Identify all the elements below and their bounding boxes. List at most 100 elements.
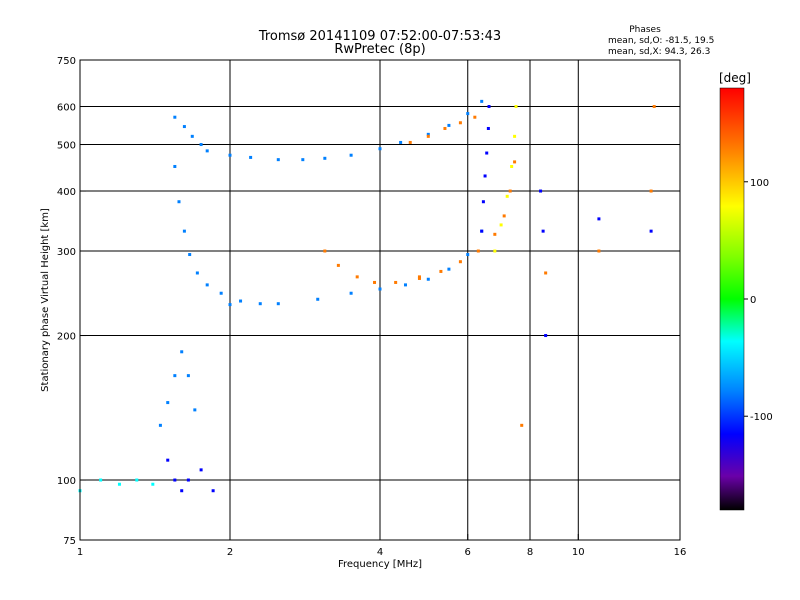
echo-point bbox=[399, 140, 403, 144]
echo-point bbox=[182, 125, 186, 129]
echo-point bbox=[473, 115, 477, 119]
echo-point bbox=[190, 134, 194, 138]
y-tick-label: 75 bbox=[63, 536, 76, 547]
echo-point bbox=[439, 269, 443, 273]
echo-point bbox=[228, 153, 232, 157]
echo-point bbox=[544, 334, 548, 338]
chart-subtitle: RwPretec (8p) bbox=[334, 42, 425, 57]
x-axis-label: Frequency [MHz] bbox=[338, 559, 422, 570]
echo-point bbox=[447, 123, 451, 127]
y-axis: 75 100 200 300 400 500 600 750 bbox=[57, 56, 86, 547]
stats-header: Phases bbox=[629, 25, 661, 35]
echo-point bbox=[349, 291, 353, 295]
y-tick-label: 400 bbox=[57, 187, 76, 198]
echo-point bbox=[499, 223, 503, 227]
echo-point bbox=[177, 200, 181, 204]
echo-point bbox=[487, 105, 491, 109]
y-tick-label: 200 bbox=[57, 332, 76, 343]
echo-point bbox=[447, 267, 451, 271]
echo-point bbox=[505, 194, 509, 198]
echo-point bbox=[186, 374, 190, 378]
echo-point bbox=[649, 229, 653, 233]
echo-point bbox=[186, 478, 190, 482]
plot-grid bbox=[80, 60, 680, 540]
colorbar-ticks: 100 0 -100 bbox=[744, 178, 773, 423]
echo-point bbox=[426, 134, 430, 138]
echo-point bbox=[378, 147, 382, 151]
y-tick-label: 300 bbox=[57, 247, 76, 258]
y-axis-label: Stationary phase Virtual Height [km] bbox=[40, 208, 51, 392]
echo-point bbox=[249, 155, 253, 159]
echo-point bbox=[205, 149, 209, 153]
echo-point bbox=[378, 287, 382, 291]
y-tick-label: 600 bbox=[57, 103, 76, 114]
x-tick-label: 8 bbox=[527, 547, 533, 558]
echo-point bbox=[323, 156, 327, 160]
echo-point bbox=[323, 249, 327, 253]
echo-point bbox=[301, 158, 305, 162]
echo-point bbox=[466, 112, 470, 116]
echo-point bbox=[205, 283, 209, 287]
echo-point bbox=[394, 280, 398, 284]
echo-point bbox=[539, 189, 543, 193]
echo-point bbox=[228, 303, 232, 307]
echo-point bbox=[193, 408, 197, 412]
x-tick-label: 10 bbox=[572, 547, 585, 558]
x-tick-label: 6 bbox=[465, 547, 471, 558]
y-tick-label: 750 bbox=[57, 56, 76, 67]
echo-point bbox=[276, 302, 280, 306]
echo-point bbox=[135, 478, 139, 482]
echo-point bbox=[514, 105, 518, 109]
echo-point bbox=[597, 249, 601, 253]
echo-point bbox=[513, 134, 517, 138]
stats-o: mean, sd,O: -81.5, 19.5 bbox=[608, 36, 714, 46]
x-tick-label: 16 bbox=[674, 547, 687, 558]
y-tick-label: 100 bbox=[57, 476, 76, 487]
echo-point bbox=[173, 374, 177, 378]
echo-point bbox=[408, 140, 412, 144]
echo-point bbox=[173, 115, 177, 119]
echo-point bbox=[403, 283, 407, 287]
colorbar-tick-label: 0 bbox=[750, 295, 756, 306]
colorbar-tick-label: 100 bbox=[750, 178, 769, 189]
echo-point bbox=[258, 302, 262, 306]
echo-point bbox=[417, 276, 421, 280]
echo-point bbox=[239, 299, 243, 303]
colorbar-tick-label: -100 bbox=[750, 412, 773, 423]
echo-point bbox=[99, 478, 103, 482]
echo-point bbox=[180, 350, 184, 354]
echo-point bbox=[195, 271, 199, 275]
echo-point bbox=[151, 482, 155, 486]
echo-point bbox=[541, 229, 545, 233]
echo-point bbox=[486, 126, 490, 130]
chart-title: Tromsø 20141109 07:52:00-07:53:43 bbox=[258, 29, 501, 44]
x-tick-label: 4 bbox=[377, 547, 383, 558]
echo-point bbox=[373, 280, 377, 284]
echo-point bbox=[188, 253, 192, 257]
colorbar bbox=[719, 87, 745, 511]
x-axis: 1 2 4 6 8 10 16 bbox=[77, 534, 687, 558]
echo-point bbox=[117, 482, 121, 486]
echo-point bbox=[173, 164, 177, 168]
echo-point bbox=[219, 291, 223, 295]
echo-point bbox=[513, 160, 517, 164]
echo-point bbox=[199, 143, 203, 147]
echo-point bbox=[355, 275, 359, 279]
echo-point bbox=[597, 217, 601, 221]
echo-point bbox=[649, 189, 653, 193]
echo-point bbox=[349, 153, 353, 157]
x-tick-label: 2 bbox=[227, 547, 233, 558]
echo-point bbox=[502, 214, 506, 218]
echo-point bbox=[173, 478, 177, 482]
echo-point bbox=[458, 121, 462, 125]
echo-point bbox=[158, 423, 162, 427]
echo-point bbox=[166, 401, 170, 405]
echo-point bbox=[510, 164, 514, 168]
echo-point bbox=[426, 132, 430, 136]
x-tick-label: 1 bbox=[77, 547, 83, 558]
echo-point bbox=[466, 253, 470, 257]
echo-point bbox=[508, 189, 512, 193]
echo-point bbox=[481, 200, 485, 204]
echo-point bbox=[443, 126, 447, 130]
echo-point bbox=[476, 249, 480, 253]
